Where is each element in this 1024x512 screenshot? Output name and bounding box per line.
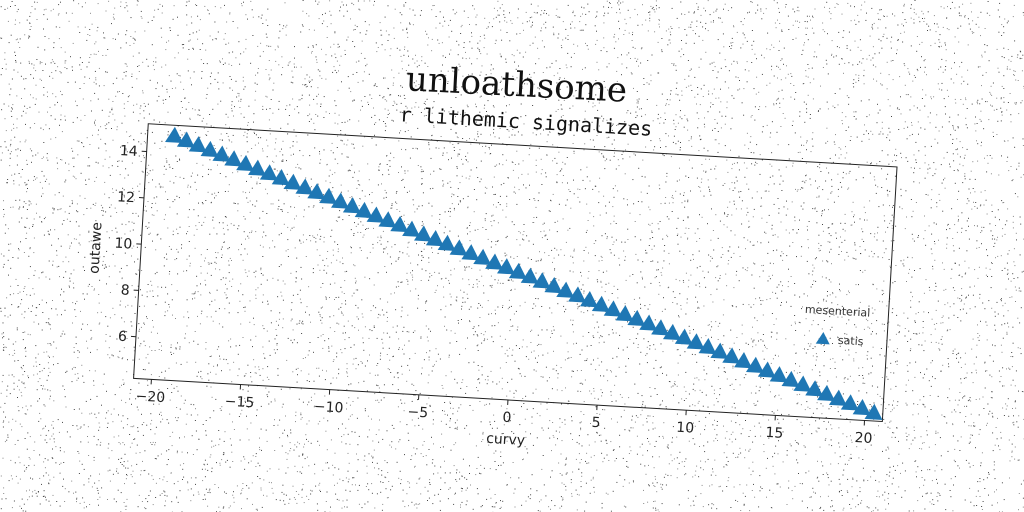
data-point-marker (176, 131, 195, 148)
data-point-marker (224, 150, 243, 167)
data-point-marker (473, 248, 492, 266)
x-axis-ticks: −20 −15 −10 −5 0 5 10 15 20 (135, 379, 873, 447)
data-point-marker (425, 230, 444, 247)
y-tick-label: 14 (119, 143, 138, 160)
data-point-marker (757, 361, 776, 378)
data-point-marker (342, 197, 361, 214)
data-point-marker (390, 215, 409, 233)
x-tick-label: 10 (676, 420, 695, 437)
data-point-marker (212, 145, 231, 162)
legend: mesenterial satis (805, 303, 871, 348)
y-tick-label: 12 (117, 189, 136, 206)
y-tick-label: 10 (114, 236, 133, 253)
data-point-marker (686, 333, 705, 350)
data-point-marker (710, 342, 729, 359)
y-axis-ticks: 6 8 10 12 14 (114, 143, 147, 345)
data-point-marker (402, 220, 421, 237)
x-tick-label: 15 (765, 425, 784, 442)
data-point-marker (781, 370, 800, 388)
data-point-marker (508, 262, 527, 280)
data-point-marker (165, 126, 183, 143)
data-point-marker (413, 225, 432, 242)
data-point-marker (532, 272, 551, 289)
data-point-marker (722, 347, 741, 364)
x-axis-label: curvy (486, 431, 526, 449)
data-point-marker (674, 328, 693, 345)
data-point-marker (331, 192, 349, 209)
x-tick-label: −10 (313, 399, 343, 417)
data-point-marker (579, 291, 598, 308)
x-tick-label: −20 (135, 389, 165, 407)
data-point-marker (461, 244, 480, 261)
y-tick-label: 8 (120, 282, 130, 298)
data-point-marker (805, 380, 824, 397)
x-tick-label: 0 (502, 410, 512, 426)
data-point-marker (662, 323, 681, 341)
data-point-marker (568, 286, 587, 303)
data-point-marker (639, 314, 658, 331)
legend-title: mesenterial (805, 303, 871, 320)
y-axis-label: outawe (87, 222, 106, 274)
data-point-marker (248, 159, 266, 176)
data-point-marker (864, 403, 883, 420)
plot-axes: r lithemic signalizes −20 −15 −10 −5 0 5 10 15 2… (87, 102, 898, 449)
data-point-marker (556, 281, 575, 298)
data-point-marker (449, 239, 468, 256)
data-point-marker (840, 394, 859, 411)
data-point-marker (295, 178, 314, 195)
y-tick-label: 6 (118, 329, 128, 345)
data-point-marker (188, 136, 207, 153)
data-point-marker (271, 168, 290, 186)
data-point-marker (627, 309, 646, 327)
data-point-marker (769, 366, 788, 383)
data-point-marker (745, 356, 764, 373)
data-point-marker (200, 140, 219, 158)
data-point-marker (544, 276, 563, 294)
data-point-marker (852, 399, 871, 416)
data-point-marker (236, 154, 255, 172)
legend-entry-satis: satis (838, 334, 865, 348)
x-tick-label: −15 (224, 394, 254, 412)
data-point-marker (319, 187, 338, 205)
data-point-marker (437, 234, 456, 251)
data-point-marker (651, 319, 670, 336)
data-point-marker (698, 337, 717, 355)
data-point-marker (283, 173, 302, 190)
series-satis (165, 126, 883, 420)
data-point-marker (615, 305, 634, 322)
x-tick-label: 20 (854, 430, 873, 447)
data-point-marker (828, 389, 847, 406)
x-tick-label: 5 (591, 415, 601, 431)
data-point-marker (366, 206, 385, 223)
data-point-marker (496, 258, 515, 275)
data-point-marker (591, 295, 610, 312)
data-point-marker (307, 183, 326, 200)
data-point-marker (734, 352, 753, 369)
data-point-marker (793, 375, 812, 392)
data-point-marker (817, 384, 836, 402)
figure-suptitle: unloathsome (405, 59, 628, 111)
data-point-marker (485, 253, 504, 270)
data-point-marker (259, 164, 278, 181)
data-point-marker (520, 267, 539, 284)
data-point-marker (354, 201, 373, 219)
data-point-marker (603, 300, 622, 317)
data-point-marker (378, 211, 397, 228)
legend-marker-satis (815, 331, 830, 345)
x-tick-label: −5 (407, 404, 429, 421)
